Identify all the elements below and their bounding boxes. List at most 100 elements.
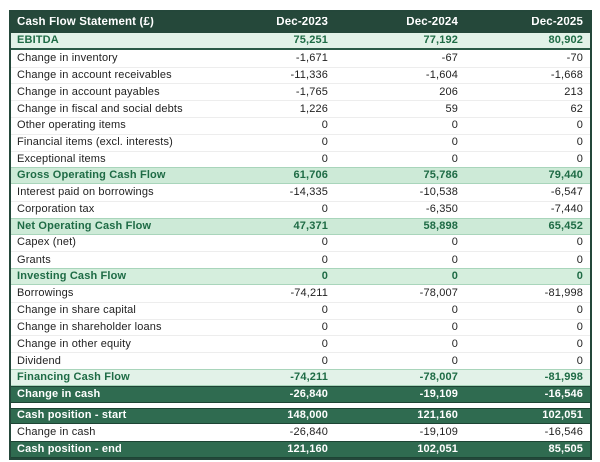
row-value: 65,452 (548, 220, 583, 232)
row-label: Change in fiscal and social debts (17, 103, 183, 115)
row-value: 0 (451, 271, 458, 283)
row-value: -19,109 (419, 388, 458, 400)
row-value: 0 (451, 120, 458, 132)
row-value: 0 (451, 137, 458, 149)
table-title: Cash Flow Statement (£) (17, 16, 154, 28)
row-value: 0 (451, 153, 458, 165)
row-value: 58,898 (423, 220, 458, 232)
column-header-dec-2024: Dec-2024 (406, 16, 458, 28)
row-value: 0 (576, 153, 583, 165)
table-row: Cash position - end 121,160 102,051 85,505 (11, 441, 590, 458)
row-value: 59 (445, 103, 458, 115)
table-row: Dividend 0 0 0 (11, 352, 590, 369)
row-label: Net Operating Cash Flow (17, 220, 152, 232)
row-value: -1,604 (425, 69, 458, 81)
row-value: -81,998 (544, 371, 583, 383)
table-row: Change in inventory -1,671 -67 -70 (11, 49, 590, 67)
table-row: Change in account receivables -11,336 -1,6… (11, 66, 590, 84)
row-value: 0 (576, 305, 583, 317)
row-value: 0 (321, 204, 328, 216)
row-label: Cash position - start (17, 410, 127, 422)
row-value: 102,051 (417, 444, 458, 456)
row-value: 0 (321, 305, 328, 317)
row-label: Change in shareholder loans (17, 321, 162, 333)
table-row: Interest paid on borrowings -14,335 -10,53… (11, 184, 590, 201)
row-value: -67 (441, 52, 458, 64)
row-value: -74,211 (290, 371, 328, 383)
row-value: 85,505 (548, 444, 583, 456)
row-value: 75,251 (293, 34, 328, 46)
row-label: EBITDA (17, 34, 59, 46)
table-row: Financing Cash Flow -74,211 -78,007 -81,998 (11, 368, 590, 386)
row-value: 0 (321, 153, 328, 165)
row-label: Capex (net) (17, 237, 77, 249)
row-label: Grants (17, 254, 51, 266)
row-value: 0 (576, 137, 583, 149)
table-row: Grants 0 0 0 (11, 251, 590, 269)
row-label: Change in account receivables (17, 69, 172, 81)
row-value: 0 (321, 271, 328, 283)
row-value: -78,007 (419, 287, 458, 299)
column-header-dec-2023: Dec-2023 (276, 16, 328, 28)
table-body: EBITDA 75,251 77,192 80,902 Change in invent… (11, 33, 590, 458)
row-value: 0 (321, 254, 328, 266)
row-value: 0 (451, 237, 458, 249)
row-value: -81,998 (544, 287, 583, 299)
row-value: -19,109 (419, 427, 458, 439)
row-value: 75,786 (423, 170, 458, 182)
row-value: -78,007 (419, 371, 458, 383)
row-value: 206 (439, 86, 458, 98)
row-value: -1,668 (550, 69, 583, 81)
table-row: Exceptional items 0 0 0 (11, 150, 590, 168)
table-row: Corporation tax 0 -6,350 -7,440 (11, 200, 590, 218)
row-label: Change in inventory (17, 52, 118, 64)
row-label: Cash position - end (17, 444, 122, 456)
spacer-row (11, 402, 590, 408)
row-value: 0 (576, 338, 583, 350)
row-value: 80,902 (548, 34, 583, 46)
row-value: -10,538 (419, 187, 458, 199)
row-label: Change in share capital (17, 305, 137, 317)
cash-flow-statement-table: Cash Flow Statement (£) Dec-2023 Dec-202… (9, 10, 592, 460)
row-value: 0 (321, 237, 328, 249)
table-row: Financial items (excl. interests) 0 0 0 (11, 133, 590, 151)
row-value: 0 (576, 271, 583, 283)
row-value: -26,840 (289, 388, 328, 400)
table-row: Change in share capital 0 0 0 (11, 301, 590, 319)
column-header-dec-2025: Dec-2025 (531, 16, 583, 28)
row-value: 0 (321, 137, 328, 149)
row-value: 0 (321, 321, 328, 333)
row-label: Borrowings (17, 287, 74, 299)
table-row: Change in other equity 0 0 0 (11, 335, 590, 353)
row-value: 148,000 (287, 410, 328, 422)
row-label: Financing Cash Flow (17, 371, 130, 383)
table-row: Borrowings -74,211 -78,007 -81,998 (11, 284, 590, 302)
row-label: Dividend (17, 355, 62, 367)
table-row: Change in cash -26,840 -19,109 -16,546 (11, 385, 590, 403)
row-value: 0 (451, 338, 458, 350)
table-row: Other operating items 0 0 0 (11, 116, 590, 134)
table-row: Change in shareholder loans 0 0 0 (11, 318, 590, 336)
row-value: -16,546 (544, 388, 583, 400)
row-value: -1,671 (295, 52, 328, 64)
row-value: 0 (451, 321, 458, 333)
table-header-row: Cash Flow Statement (£) Dec-2023 Dec-202… (11, 12, 590, 33)
table-row: Gross Operating Cash Flow 61,706 75,786 79,… (11, 167, 590, 185)
row-label: Financial items (excl. interests) (17, 137, 173, 149)
table-row: EBITDA 75,251 77,192 80,902 (11, 33, 590, 50)
row-value: 0 (451, 254, 458, 266)
row-value: -70 (566, 52, 583, 64)
row-value: 0 (576, 321, 583, 333)
row-label: Change in account payables (17, 86, 160, 98)
row-value: -26,840 (289, 427, 328, 439)
row-label: Investing Cash Flow (17, 271, 127, 283)
row-label: Change in cash (17, 388, 101, 400)
row-value: -7,440 (550, 204, 583, 216)
table-row: Cash position - start 148,000 121,160 102,0… (11, 407, 590, 425)
row-value: 0 (321, 120, 328, 132)
row-value: 121,160 (417, 410, 458, 422)
table-row: Change in cash -26,840 -19,109 -16,546 (11, 424, 590, 442)
row-value: 62 (570, 103, 583, 115)
row-label: Change in cash (17, 427, 96, 439)
row-value: 121,160 (287, 444, 328, 456)
